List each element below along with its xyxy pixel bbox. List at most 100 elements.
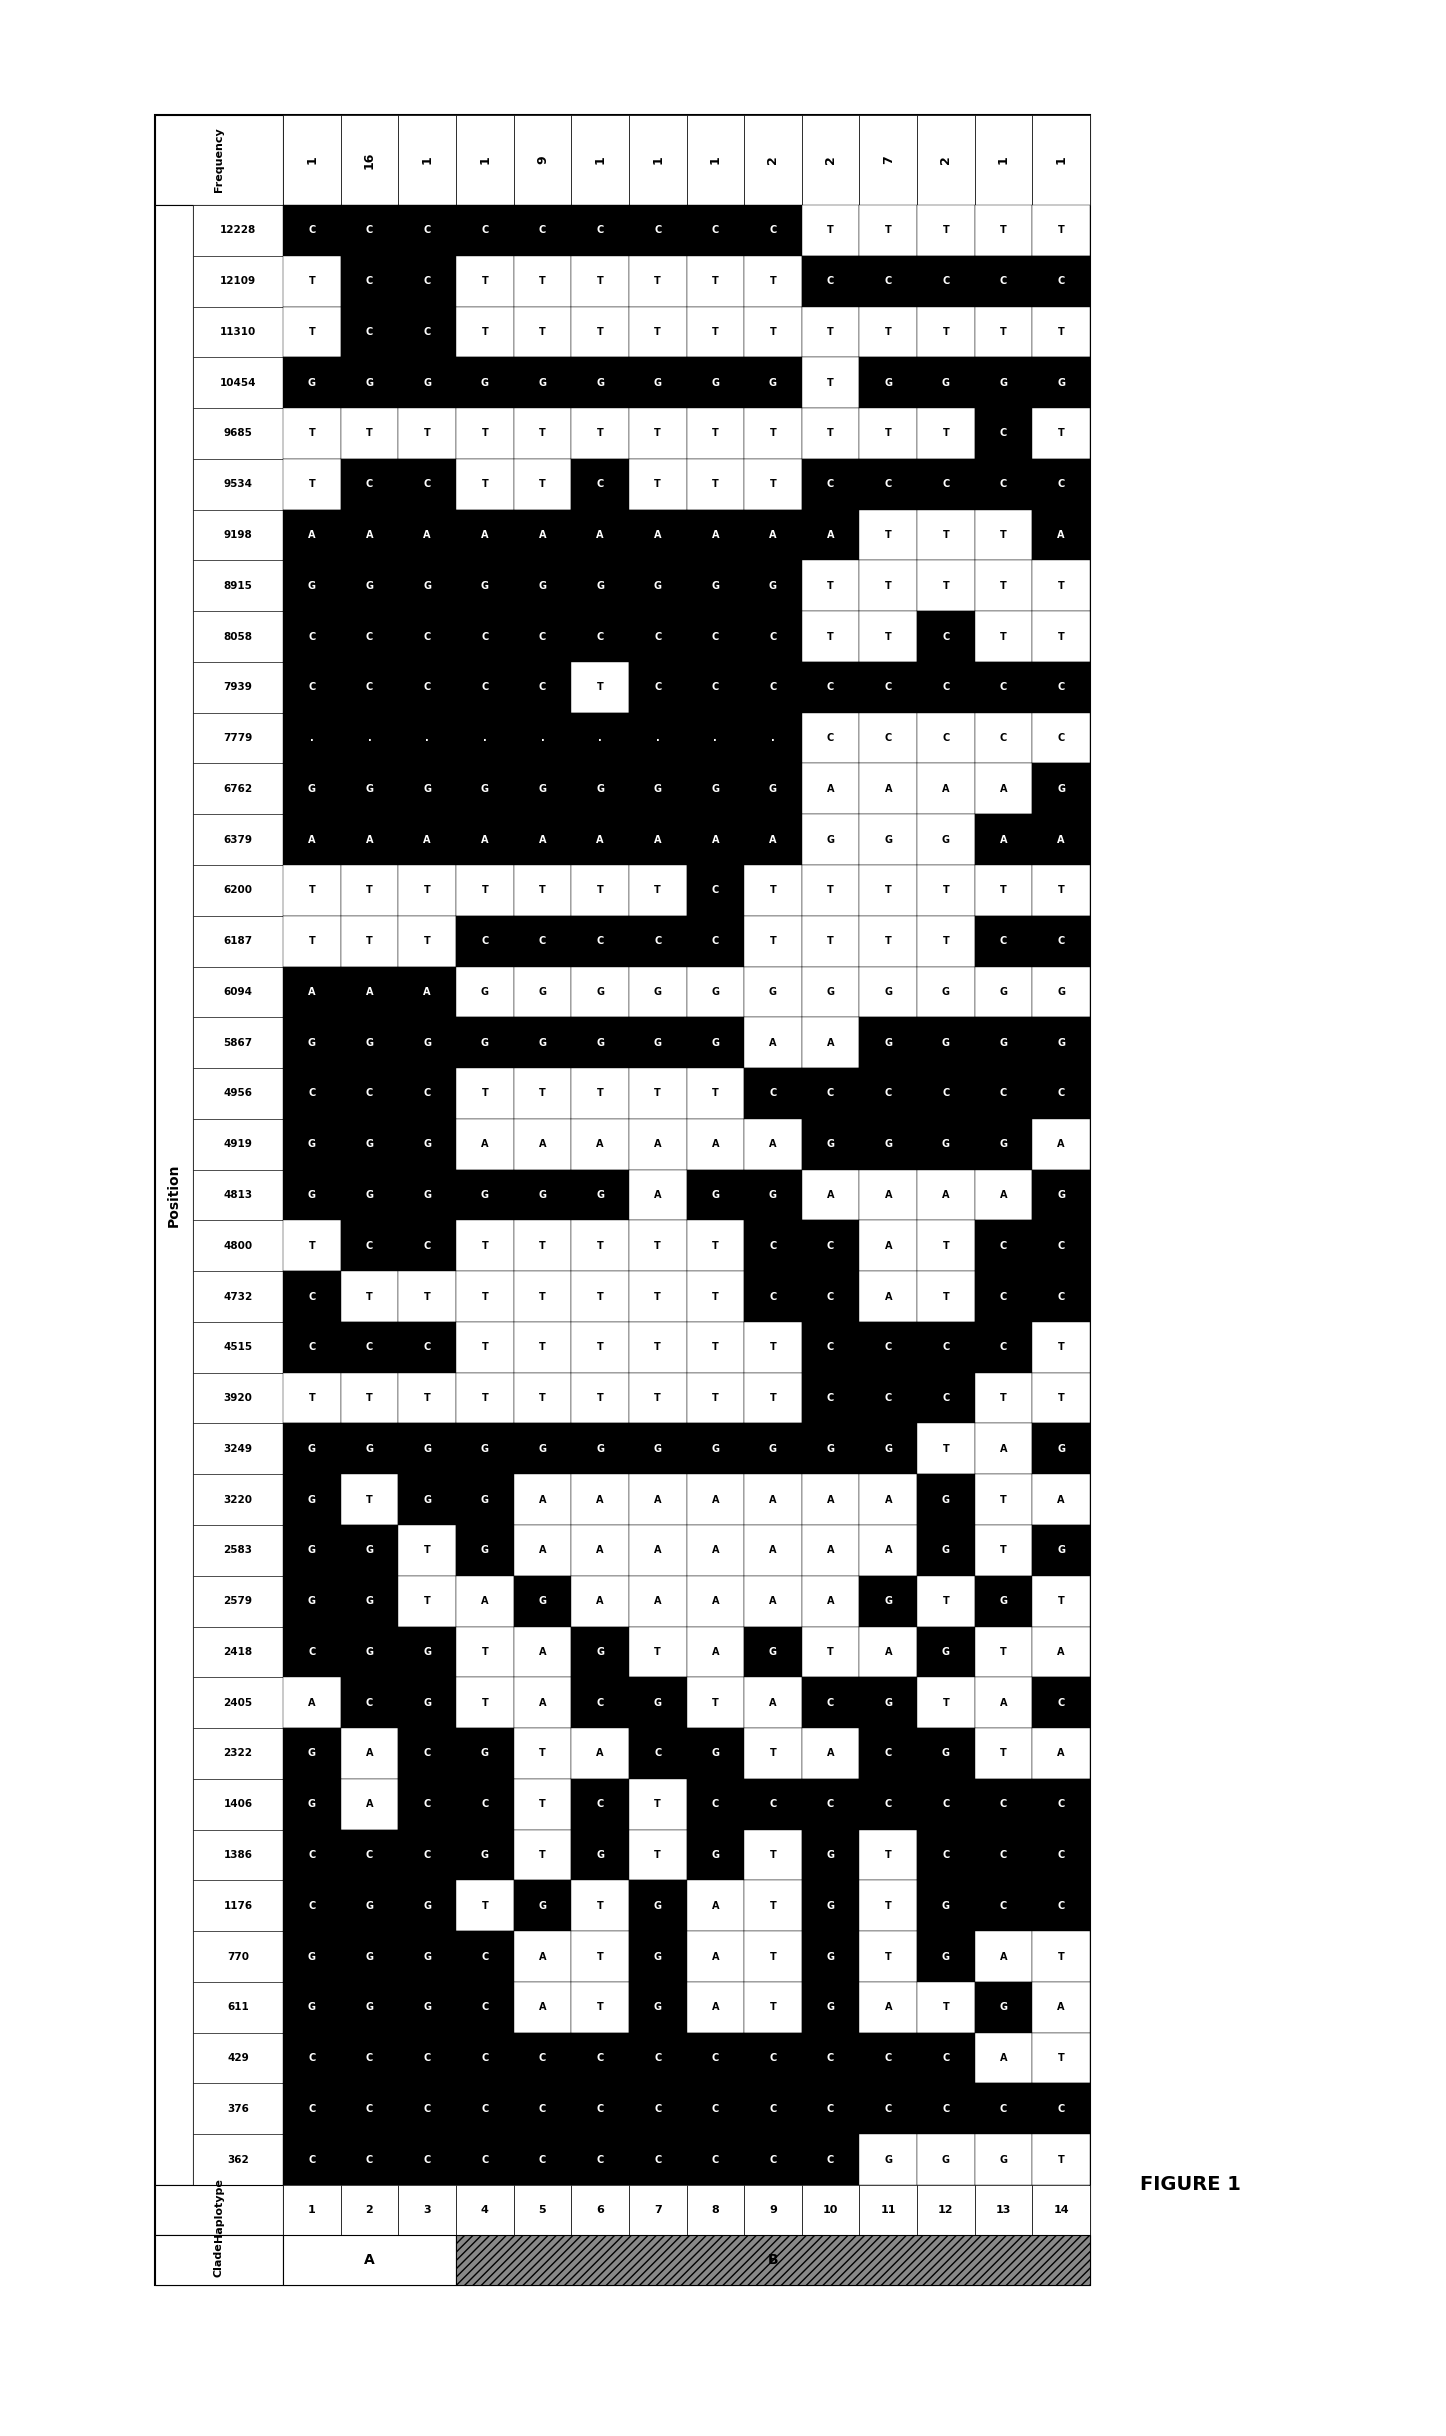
Bar [283,663,341,714]
Bar [629,2185,687,2234]
Bar [283,1169,341,1220]
Bar [283,1727,341,1778]
Bar [745,1067,801,1118]
Text: G: G [654,1445,662,1454]
Text: T: T [539,884,545,896]
Bar [859,1727,917,1778]
Text: T: T [654,1342,661,1352]
Text: 7: 7 [882,156,895,163]
Bar [398,762,455,814]
Bar [571,1881,629,1932]
Bar [398,714,455,762]
Text: C: C [539,935,547,945]
Bar [571,2185,629,2234]
Text: C: C [308,1089,315,1099]
Text: T: T [597,275,603,285]
Bar [283,762,341,814]
Text: C: C [1001,1849,1008,1861]
Text: A: A [424,531,431,541]
Text: T: T [482,1342,489,1352]
Bar [1032,1272,1090,1323]
Text: C: C [424,2153,431,2166]
Bar [917,1067,975,1118]
Bar [455,1118,513,1169]
Bar [629,1727,687,1778]
Text: C: C [1001,480,1008,490]
Bar [571,1778,629,1829]
Text: T: T [308,275,315,285]
Text: T: T [1058,580,1064,592]
Bar [571,1576,629,1627]
Text: C: C [539,2105,547,2114]
Text: T: T [1001,1544,1006,1554]
Bar [341,2032,398,2083]
Text: C: C [885,2054,892,2063]
Bar [917,762,975,814]
Text: 1: 1 [709,156,722,163]
Text: G: G [596,1191,604,1201]
Text: C: C [424,1749,431,1759]
Text: C: C [885,480,892,490]
Text: 6: 6 [596,2205,604,2214]
Text: A: A [424,836,431,845]
Bar [513,509,571,560]
Bar [283,2234,455,2285]
Bar [513,916,571,967]
Bar [192,1881,283,1932]
Text: T: T [1001,326,1006,336]
Text: T: T [308,884,315,896]
Bar [917,2134,975,2185]
Text: C: C [1057,2105,1064,2114]
Text: 4515: 4515 [224,1342,253,1352]
Text: C: C [943,631,950,641]
Bar [283,509,341,560]
Bar [1032,814,1090,865]
Bar [398,663,455,714]
Bar [917,1829,975,1881]
Bar [687,663,745,714]
Bar [283,256,341,307]
Bar [192,967,283,1018]
Text: A: A [769,1698,777,1708]
Bar [513,458,571,509]
Text: A: A [827,1191,834,1201]
Text: A: A [596,1544,604,1554]
Bar [859,762,917,814]
Text: G: G [480,784,489,794]
Text: 10454: 10454 [220,378,256,387]
Bar [975,1881,1032,1932]
Bar [1032,2134,1090,2185]
Text: G: G [308,784,315,794]
Bar [629,865,687,916]
Bar [283,560,341,611]
Bar [917,916,975,967]
Text: 2418: 2418 [224,1647,253,1656]
Text: C: C [366,682,373,692]
Bar [283,1829,341,1881]
Text: G: G [654,2002,662,2012]
Bar [283,1627,341,1678]
Bar [513,1829,571,1881]
Bar [283,916,341,967]
Text: 1406: 1406 [224,1800,253,1810]
Bar [455,307,513,358]
Text: G: G [308,378,315,387]
Bar [341,1374,398,1423]
Text: A: A [654,1496,661,1505]
Text: C: C [1057,1900,1064,1910]
Text: T: T [308,326,315,336]
Text: G: G [596,784,604,794]
Text: A: A [1057,1749,1064,1759]
Text: .: . [599,733,602,743]
Bar [192,916,283,967]
Text: A: A [827,1496,834,1505]
Bar [859,1829,917,1881]
Text: C: C [654,682,661,692]
Bar [513,967,571,1018]
Bar [571,2032,629,2083]
Bar [192,1169,283,1220]
Text: C: C [482,631,489,641]
Bar [745,358,801,409]
Bar [801,1778,859,1829]
Text: T: T [1058,631,1064,641]
